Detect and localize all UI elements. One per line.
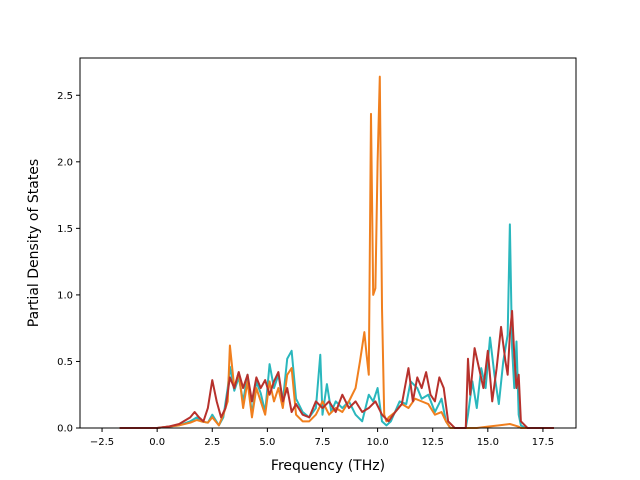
x-tick-label: 0.0	[149, 437, 165, 448]
plot-frame	[79, 57, 577, 429]
y-tick-label: 0.0	[57, 424, 73, 435]
series-layer	[119, 75, 554, 429]
x-axis-label: Frequency (THz)	[271, 458, 385, 474]
x-tick-label: 10.0	[366, 437, 388, 448]
y-tick-label: 1.5	[57, 224, 73, 235]
x-tick-label: 15.0	[477, 437, 499, 448]
x-tick-label: 2.5	[204, 437, 220, 448]
series-line-2	[119, 75, 554, 429]
x-tick-label: −2.5	[90, 437, 114, 448]
x-tick-label: 5.0	[259, 437, 275, 448]
y-axis-label: Partial Density of States	[26, 159, 42, 327]
x-axis: −2.5 0.0 2.5 5.0 7.5 10.0 12.5 15.0 17.5	[90, 428, 554, 448]
y-tick-label: 0.5	[57, 357, 73, 368]
y-tick-label: 1.0	[57, 290, 73, 301]
series-line-3	[119, 309, 554, 429]
y-tick-label: 2.0	[57, 157, 73, 168]
y-tick-label: 2.5	[57, 91, 73, 102]
x-tick-label: 7.5	[315, 437, 331, 448]
x-tick-label: 17.5	[532, 437, 554, 448]
y-axis: 0.0 0.5 1.0 1.5 2.0 2.5	[57, 91, 80, 435]
x-tick-label: 12.5	[422, 437, 444, 448]
